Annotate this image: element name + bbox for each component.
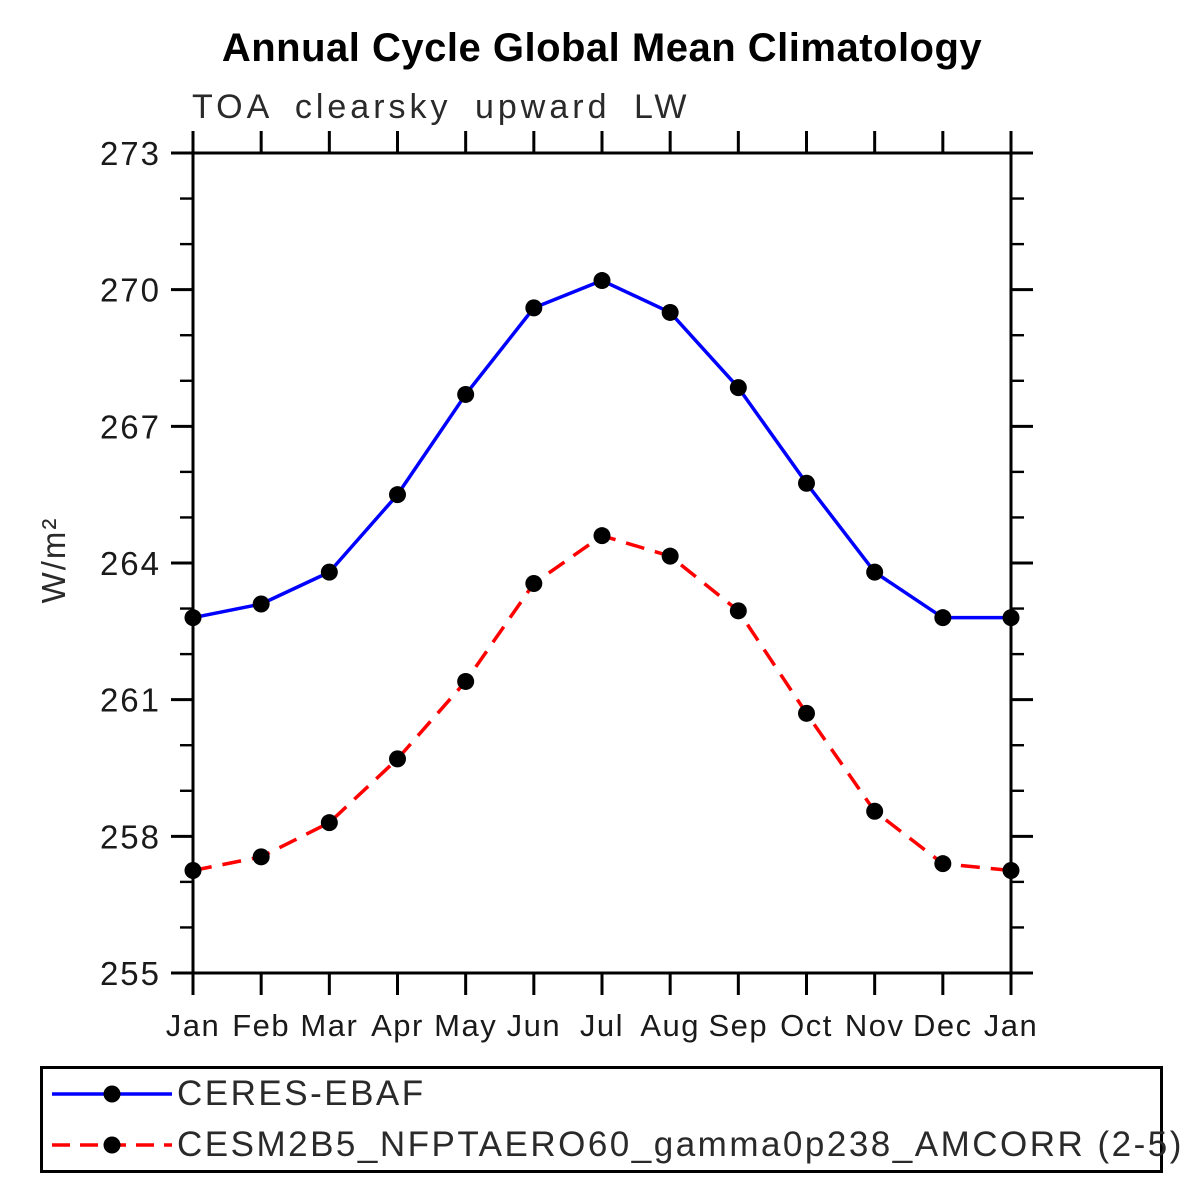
x-tick-label: Aug	[640, 1008, 700, 1043]
data-point-marker	[798, 704, 815, 722]
data-point-marker	[866, 563, 884, 581]
x-tick-label: Apr	[371, 1008, 424, 1043]
x-tick-label: Jul	[580, 1008, 624, 1043]
legend: CERES-EBAF CESM2B5_NFPTAERO60_gamma0p238…	[40, 1066, 1181, 1173]
x-tick-label: Sep	[708, 1008, 768, 1043]
legend-item-cesm2b5: CESM2B5_NFPTAERO60_gamma0p238_AMCORR (2-…	[48, 1122, 1181, 1168]
series-line-ceres-ebaf	[192, 278, 1011, 620]
x-tick-label: Oct	[780, 1008, 833, 1043]
y-tick-label: 258	[100, 818, 161, 855]
data-point-marker	[320, 814, 338, 832]
data-point-marker	[661, 547, 679, 565]
data-point-marker	[252, 848, 270, 866]
x-tick-label: Nov	[845, 1008, 905, 1043]
series-cesm2b5-nfptaero60-g	[184, 527, 1020, 879]
legend-line-sample-dashed	[52, 1136, 172, 1154]
data-point-marker	[661, 303, 679, 321]
data-point-marker	[593, 527, 611, 545]
data-point-marker	[798, 474, 815, 492]
y-tick-label: 270	[100, 272, 161, 309]
legend-label-cesm2b5: CESM2B5_NFPTAERO60_gamma0p238_AMCORR (2-…	[177, 1125, 1184, 1164]
data-point-marker	[320, 563, 338, 581]
x-tick-label: Jan	[984, 1008, 1038, 1043]
chart-subtitle: TOA clearsky upward LW	[192, 88, 691, 126]
y-tick-label: 264	[100, 545, 161, 582]
data-point-marker	[593, 272, 611, 290]
chart-title: Annual Cycle Global Mean Climatology	[221, 26, 983, 70]
data-point-marker	[457, 672, 475, 690]
data-point-marker	[457, 385, 475, 403]
data-point-marker	[1002, 862, 1020, 879]
data-point-marker	[866, 802, 884, 820]
x-axis-ticks: Jan Feb Mar Apr May Jun Jul Aug Sep Oct Nov Dec Jan	[166, 131, 1038, 1043]
legend-label-ceres-ebaf: CERES-EBAF	[177, 1074, 426, 1113]
x-tick-label: Jun	[507, 1008, 561, 1043]
x-tick-label: Feb	[232, 1008, 290, 1043]
data-point-marker	[934, 609, 952, 627]
data-point-marker	[525, 575, 543, 592]
legend-marker-dot	[103, 1136, 121, 1154]
y-tick-label: 267	[100, 408, 161, 445]
data-point-marker	[729, 379, 747, 397]
data-point-marker	[184, 862, 202, 879]
x-tick-label: Mar	[300, 1008, 358, 1043]
x-tick-label: Dec	[913, 1008, 973, 1043]
legend-line-sample-solid	[52, 1085, 172, 1103]
legend-marker-dot	[103, 1085, 121, 1103]
data-point-marker	[729, 602, 747, 620]
legend-item-ceres-ebaf: CERES-EBAF	[48, 1071, 1160, 1117]
series-line-cesm2b5-nfptaero60-g	[192, 533, 1012, 873]
y-tick-label: 255	[100, 955, 161, 992]
series-ceres-ebaf	[184, 272, 1020, 627]
y-tick-label: 273	[100, 135, 161, 172]
plot-border	[191, 151, 1013, 975]
data-point-marker	[184, 609, 202, 627]
data-point-marker	[389, 750, 406, 768]
data-point-marker	[1002, 609, 1020, 627]
data-point-marker	[934, 855, 952, 873]
data-point-marker	[252, 595, 270, 613]
x-tick-label: Jan	[166, 1008, 220, 1043]
data-point-marker	[389, 486, 406, 504]
y-tick-label: 261	[100, 682, 161, 719]
y-axis-ticks: 255 258 261 264 267 270 273	[100, 135, 1033, 992]
data-point-marker	[525, 299, 543, 317]
x-tick-label: May	[434, 1008, 497, 1043]
